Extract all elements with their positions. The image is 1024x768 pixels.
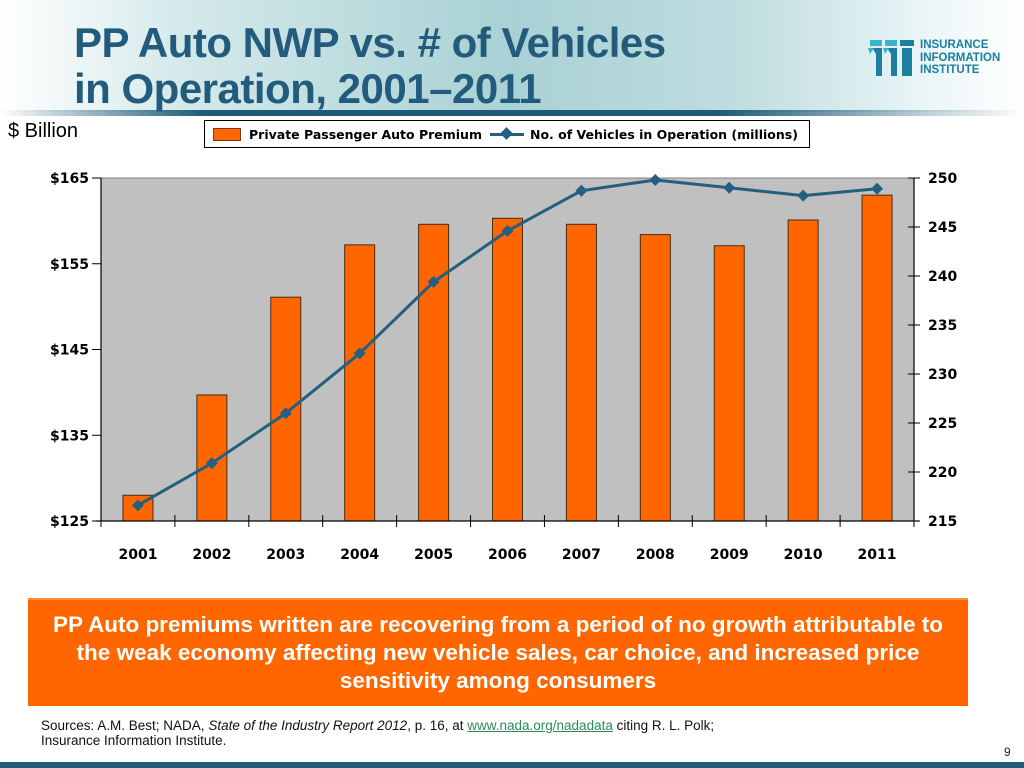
vehicles-marker-2006 (501, 224, 514, 237)
bar-2007 (565, 223, 597, 522)
x-tick-label-2003: 2003 (266, 547, 305, 563)
chart-legend: Private Passenger Auto Premium No. of Ve… (204, 120, 810, 148)
x-tick-label-2007: 2007 (562, 547, 601, 563)
sources-line-2: Insurance Information Institute. (41, 733, 227, 748)
sources-mid: , p. 16, at (407, 718, 468, 733)
x-tick-label-2006: 2006 (488, 547, 527, 563)
legend-bar-swatch (213, 127, 241, 141)
right-tick-label: 220 (928, 465, 957, 481)
sources-prefix: Sources: A.M. Best; NADA, (41, 718, 209, 733)
bar-2004 (344, 244, 376, 522)
right-tick-label: 230 (928, 367, 957, 383)
vehicles-marker-2009 (723, 181, 736, 194)
axes (92, 177, 920, 527)
title-line-2: in Operation, 2001–2011 (74, 65, 542, 112)
bar-series (122, 194, 893, 522)
x-tick-label-2009: 2009 (710, 547, 749, 563)
right-tick-label: 215 (928, 514, 957, 530)
x-tick-label-2008: 2008 (636, 547, 675, 563)
vehicles-marker-2001 (131, 499, 144, 512)
right-tick-label: 240 (928, 269, 957, 285)
bar-2010 (787, 219, 819, 522)
logo-text-line-3: INSTITUTE (920, 64, 980, 76)
right-tick-label: 225 (928, 416, 957, 432)
sources-note: Sources: A.M. Best; NADA, State of the I… (41, 718, 941, 748)
vehicles-marker-2002 (205, 457, 218, 470)
x-tick-label-2011: 2011 (858, 547, 897, 563)
header-background (0, 0, 1024, 112)
iii-logo: INSURANCE INFORMATION INSTITUTE (868, 38, 1018, 82)
legend-line-marker-icon (489, 128, 524, 141)
header-divider (0, 110, 1024, 116)
vehicles-marker-2011 (871, 182, 884, 195)
logo-text: INSURANCE INFORMATION INSTITUTE (920, 39, 1000, 77)
key-takeaway-callout: PP Auto premiums written are recovering … (28, 598, 968, 706)
line-series (131, 173, 884, 512)
bar-2009 (713, 245, 745, 522)
y-axis-units-label: $ Billion (8, 120, 79, 142)
chart: 2001 2002 2003 2004 2005 2006 2007 2008 2009 2010… (50, 171, 957, 563)
title-line-1: PP Auto NWP vs. # of Vehicles (74, 19, 666, 66)
x-tick-label-2001: 2001 (118, 547, 157, 563)
iii-logo-icon (868, 40, 914, 76)
right-tick-label: 245 (928, 220, 957, 236)
left-tick-label: $155 (50, 257, 89, 273)
legend-label-vehicles: No. of Vehicles in Operation (millions) (529, 126, 798, 142)
vehicles-marker-2004 (353, 347, 366, 360)
x-tick-label-2002: 2002 (192, 547, 231, 563)
sources-line-1: Sources: A.M. Best; NADA, State of the I… (41, 718, 941, 733)
sources-suffix: citing R. L. Polk; (612, 718, 715, 733)
left-tick-label: $135 (50, 428, 89, 444)
page-number: 9 (1004, 745, 1011, 759)
footer-bar (0, 762, 1024, 768)
x-tick-label-2005: 2005 (414, 547, 453, 563)
bar-2006 (492, 217, 523, 522)
x-tick-label-2010: 2010 (784, 547, 823, 563)
logo-text-line-2: INFORMATION (920, 51, 1001, 64)
vehicles-marker-2008 (649, 173, 662, 186)
vehicles-marker-2010 (797, 189, 810, 202)
right-tick-label: 235 (928, 318, 957, 334)
vehicles-marker-2007 (575, 184, 588, 197)
tick-labels: 2001 2002 2003 2004 2005 2006 2007 2008 2009 2010… (50, 171, 957, 563)
logo-text-line-1: INSURANCE (920, 39, 989, 51)
vehicles-marker-2005 (427, 275, 440, 288)
legend-label-premium: Private Passenger Auto Premium (249, 126, 482, 142)
sources-report-title: State of the Industry Report 2012 (208, 718, 408, 733)
left-tick-label: $145 (50, 343, 89, 359)
bar-2011 (861, 194, 893, 522)
left-tick-label: $165 (50, 171, 89, 187)
nada-link[interactable]: www.nada.org/nadadata (467, 718, 613, 733)
slide-title: PP Auto NWP vs. # of Vehicles in Operati… (74, 20, 774, 112)
right-tick-label: 250 (928, 171, 957, 187)
vehicles-marker-2003 (279, 407, 292, 420)
left-tick-label: $125 (50, 514, 89, 530)
x-tick-label-2004: 2004 (340, 547, 379, 563)
bar-2005 (418, 223, 450, 522)
bar-2008 (639, 234, 671, 522)
